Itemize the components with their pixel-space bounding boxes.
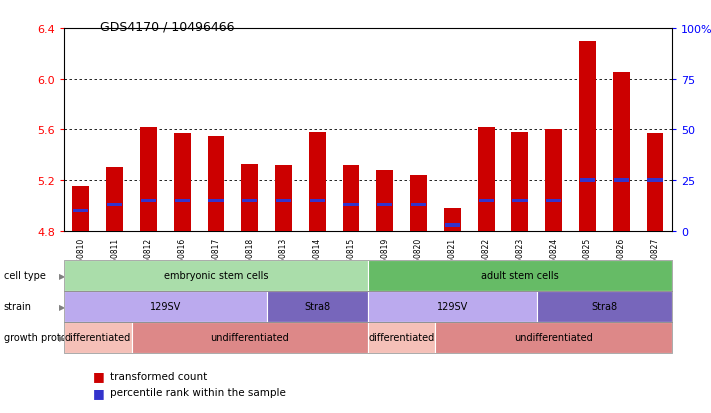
Bar [579,42,596,231]
Bar [241,164,258,231]
Bar [343,203,358,207]
Bar [478,128,495,231]
Text: strain: strain [4,301,31,312]
Text: transformed count: transformed count [110,371,208,381]
Bar [445,223,460,227]
Text: cell type: cell type [4,271,46,281]
Bar [140,128,157,231]
Bar [275,166,292,231]
Bar [580,179,595,183]
Bar [444,209,461,231]
Bar [546,199,561,203]
Bar [242,199,257,203]
Text: ▶: ▶ [59,302,65,311]
Bar [208,136,225,231]
Bar [646,134,663,231]
Text: Stra8: Stra8 [592,301,617,312]
Bar [208,199,223,203]
Bar [614,179,629,183]
Bar [73,187,90,231]
Text: ■: ■ [92,386,105,399]
Bar [276,199,291,203]
Bar [410,176,427,231]
Text: ■: ■ [92,369,105,382]
Bar [310,199,325,203]
Text: 129SV: 129SV [150,301,181,312]
Text: undifferentiated: undifferentiated [514,332,593,343]
Bar [106,168,123,231]
Text: adult stem cells: adult stem cells [481,271,559,281]
Bar [411,203,426,207]
Bar [343,166,360,231]
Text: growth protocol: growth protocol [4,332,80,343]
Bar [479,199,493,203]
Text: ▶: ▶ [59,271,65,280]
Text: Stra8: Stra8 [304,301,331,312]
Bar [376,171,393,231]
Text: embryonic stem cells: embryonic stem cells [164,271,268,281]
Bar [309,133,326,231]
Bar [173,134,191,231]
Bar [511,133,528,231]
Bar [107,203,122,207]
Bar [141,199,156,203]
Bar [513,199,528,203]
Text: differentiated: differentiated [65,332,131,343]
Bar [175,199,190,203]
Bar [73,209,88,213]
Text: ▶: ▶ [59,333,65,342]
Bar [545,130,562,231]
Text: percentile rank within the sample: percentile rank within the sample [110,387,286,397]
Bar [613,73,630,231]
Bar [648,179,663,183]
Bar [378,203,392,207]
Text: 129SV: 129SV [437,301,468,312]
Text: differentiated: differentiated [368,332,435,343]
Text: GDS4170 / 10496466: GDS4170 / 10496466 [100,21,234,33]
Text: undifferentiated: undifferentiated [210,332,289,343]
